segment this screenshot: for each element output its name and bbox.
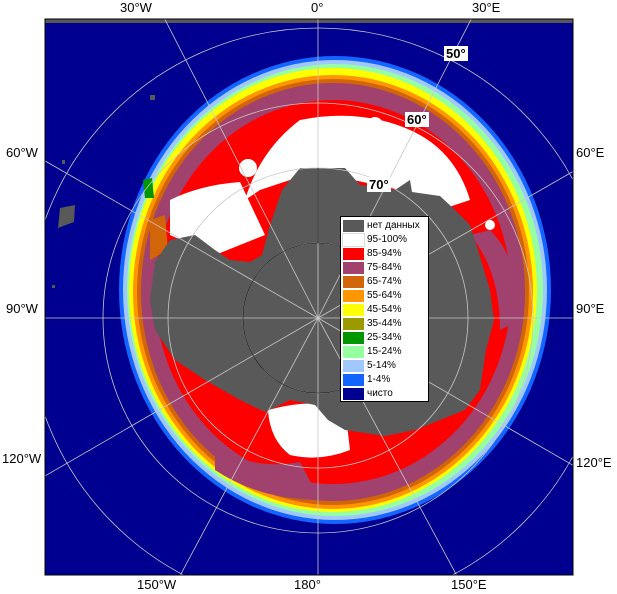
legend-item: 45-54%	[343, 303, 427, 317]
legend-label: 65-74%	[367, 276, 402, 287]
legend-item: 1-4%	[343, 373, 427, 387]
legend-swatch	[343, 290, 364, 302]
ice-95-100-speck	[367, 117, 383, 133]
legend-item: 25-34%	[343, 331, 427, 345]
lon-label-180: 180°	[294, 577, 321, 592]
legend-swatch	[343, 332, 364, 344]
legend-label: 95-100%	[367, 234, 408, 245]
legend-item: нет данных	[343, 219, 427, 233]
legend-label: нет данных	[367, 220, 420, 231]
legend-label: чисто	[367, 388, 393, 399]
ice-band-75-84-patch-east	[470, 230, 520, 330]
legend-item: 65-74%	[343, 275, 427, 289]
map-frame	[44, 18, 574, 576]
legend-label: 55-64%	[367, 290, 402, 301]
lon-label-60w: 60°W	[6, 145, 38, 160]
legend-item: 75-84%	[343, 261, 427, 275]
legend-swatch	[343, 220, 364, 232]
lon-label-90e: 90°E	[576, 301, 605, 316]
legend-item: 95-100%	[342, 233, 427, 247]
land-fragment	[150, 95, 155, 100]
lon-label-60e: 60°E	[576, 145, 605, 160]
lon-label-30w: 30°W	[120, 0, 152, 15]
legend-item: 85-94%	[343, 247, 427, 261]
legend: нет данных 95-100% 85-94% 75-84% 65-74% …	[340, 216, 429, 402]
legend-item: 5-14%	[343, 359, 427, 373]
legend-swatch	[343, 248, 364, 260]
legend-swatch	[343, 262, 364, 274]
land-fragment	[52, 285, 55, 288]
legend-swatch	[343, 360, 364, 372]
legend-label: 5-14%	[367, 360, 396, 371]
ice-95-100-speck	[239, 159, 257, 177]
legend-swatch	[343, 374, 364, 386]
meridian-30	[164, 19, 319, 319]
ice-band-65-74-patch-west	[150, 215, 168, 260]
ice-band-25-34-patch-west	[143, 178, 154, 198]
lon-label-120e: 120°E	[576, 455, 612, 470]
legend-swatch	[343, 276, 364, 288]
lon-label-150e: 150°E	[451, 577, 487, 592]
ice-band-75-84-patch-south	[215, 450, 320, 500]
lat-label-70: 70°	[367, 177, 391, 192]
legend-swatch	[343, 318, 364, 330]
legend-swatch	[343, 304, 364, 316]
legend-item: 35-44%	[343, 317, 427, 331]
ice-95-100-weddell	[245, 115, 470, 210]
lon-label-30e: 30°E	[472, 0, 501, 15]
lat-label-50: 50°	[444, 46, 468, 61]
legend-label: 85-94%	[367, 248, 402, 259]
legend-label: 15-24%	[367, 346, 402, 357]
legend-swatch	[343, 388, 364, 400]
legend-item: чисто	[343, 387, 427, 401]
legend-item: 15-24%	[343, 345, 427, 359]
legend-label: 1-4%	[367, 374, 391, 385]
lon-label-0: 0°	[311, 0, 324, 15]
land-fragment	[62, 160, 65, 164]
meridian-150	[179, 317, 319, 575]
ice-95-100-speck	[485, 220, 495, 230]
land-fragment	[58, 205, 75, 228]
legend-swatch	[343, 346, 364, 358]
legend-label: 25-34%	[367, 332, 402, 343]
lon-label-150w: 150°W	[137, 577, 177, 592]
legend-swatch	[342, 233, 365, 247]
lon-label-90w: 90°W	[6, 301, 38, 316]
top-nodata-strip	[45, 19, 573, 23]
legend-label: 75-84%	[367, 262, 402, 273]
legend-label: 45-54%	[367, 304, 402, 315]
meridian-60	[45, 160, 319, 319]
lon-label-120w: 120°W	[2, 451, 42, 466]
ice-95-100-speck	[193, 198, 217, 222]
lat-label-60: 60°	[405, 112, 429, 127]
meridian-120	[45, 317, 319, 477]
legend-item: 55-64%	[343, 289, 427, 303]
legend-label: 35-44%	[367, 318, 402, 329]
